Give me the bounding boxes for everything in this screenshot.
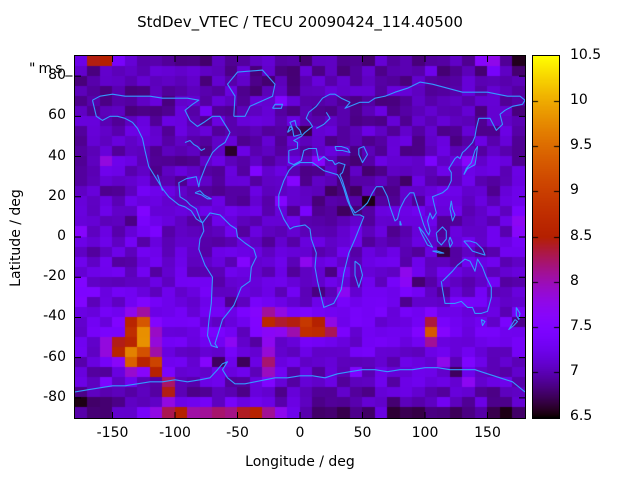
- colorbar-tick-label: 8: [570, 272, 579, 289]
- colorbar-tick-label: 9: [570, 182, 579, 199]
- y-tick-label: -80: [43, 388, 66, 405]
- y-tick-label: 20: [48, 187, 66, 204]
- colorbar-tick-label: 10.5: [570, 47, 602, 63]
- coastline-path: [75, 69, 525, 393]
- x-tick-label: -100: [159, 425, 191, 441]
- y-tick-label: 60: [48, 107, 66, 124]
- chart-title: StdDev_VTEC / TECU 20090424_114.40500: [137, 13, 463, 31]
- x-tick-label: 150: [474, 425, 501, 441]
- colorbar-gradient-canvas: [533, 56, 559, 418]
- coastlines-overlay: [75, 56, 525, 418]
- x-axis-label: Longitude / deg: [245, 454, 355, 470]
- colorbar-tick-label: 7: [570, 362, 579, 379]
- y-tick-label: -60: [43, 348, 66, 365]
- colorbar-tick-label: 6.5: [570, 408, 593, 424]
- colorbar-tick-label: 7.5: [570, 317, 593, 334]
- x-tick-label: -150: [96, 425, 129, 441]
- overlay-text: "ms_: [29, 61, 76, 77]
- y-tick-label: -40: [43, 308, 66, 325]
- y-tick-label: 0: [57, 228, 66, 244]
- x-tick-label: 0: [295, 425, 305, 441]
- x-tick-label: -50: [226, 425, 249, 441]
- x-tick-label: 100: [411, 425, 439, 441]
- colorbar-tick-label: 8.5: [570, 227, 593, 244]
- colorbar-tick-label: 10: [570, 92, 588, 109]
- x-tick-label: 50: [353, 425, 372, 441]
- y-tick-label: 80: [48, 67, 66, 84]
- map-plot-area: [74, 55, 526, 419]
- colorbar: [532, 55, 560, 419]
- y-tick-label: -20: [43, 268, 66, 285]
- y-tick-label: 40: [48, 147, 66, 164]
- colorbar-tick-label: 9.5: [570, 137, 593, 154]
- axis-tick-marks: [75, 56, 525, 418]
